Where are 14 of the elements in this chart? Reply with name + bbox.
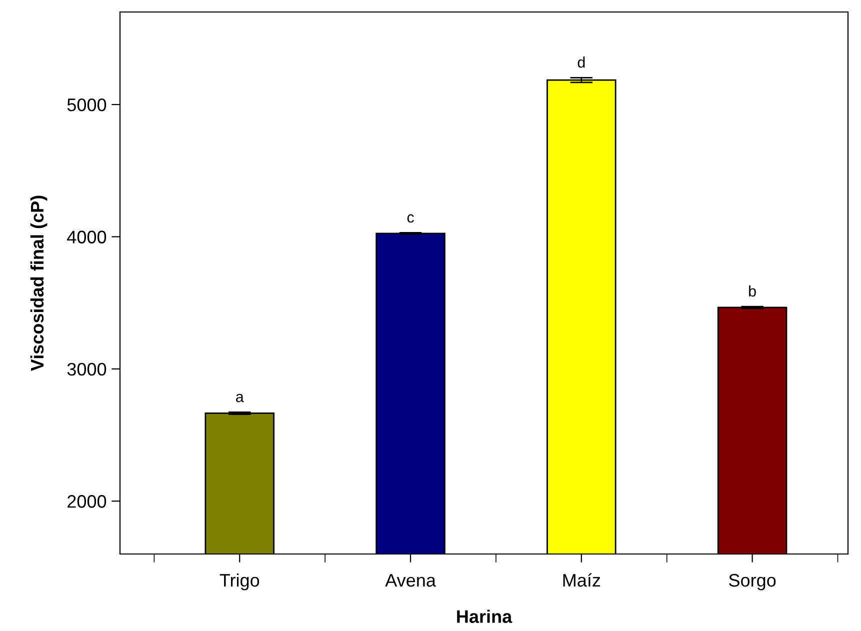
y-tick-label: 2000 xyxy=(68,495,106,508)
x-tick-label: Trigo xyxy=(220,573,260,590)
annotation: a xyxy=(236,394,244,402)
x-tick-label: Sorgo xyxy=(729,574,776,590)
y-tick-label: 5000 xyxy=(67,98,106,112)
x-tick-label: Maíz xyxy=(563,573,600,587)
y-axis-title: Viscosidad final (cP) xyxy=(30,196,48,372)
y-tick-label: 4000 xyxy=(67,230,106,244)
y-tick-label: 3000 xyxy=(67,362,106,376)
annotation: b xyxy=(749,285,756,297)
x-tick-label: Avena xyxy=(385,574,436,587)
annotation: d xyxy=(578,56,585,68)
x-axis-title: Harina xyxy=(457,610,512,623)
annotation: c xyxy=(407,214,414,223)
